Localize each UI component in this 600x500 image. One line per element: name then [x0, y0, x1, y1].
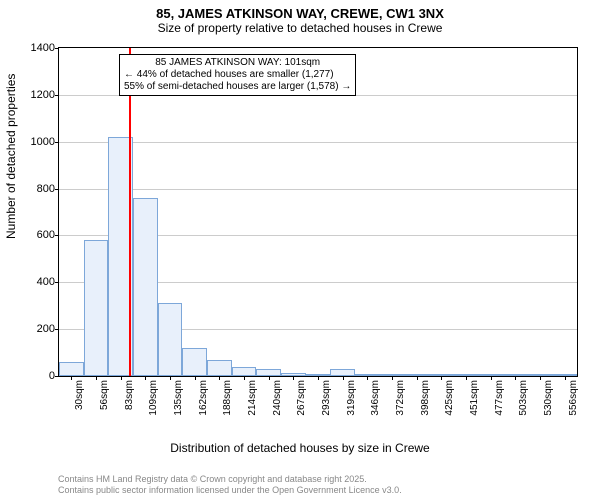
y-axis-label: Number of detached properties [4, 74, 18, 239]
x-tick-mark [417, 376, 418, 380]
x-tick-label: 240sqm [272, 380, 283, 416]
x-tick-label: 319sqm [346, 380, 357, 416]
x-tick-label: 30sqm [74, 380, 85, 410]
x-tick-label: 83sqm [124, 380, 135, 410]
plot-area: 020040060080010001200140030sqm56sqm83sqm… [58, 47, 578, 377]
histogram-bar [59, 362, 84, 376]
attribution-line1: Contains HM Land Registry data © Crown c… [58, 474, 402, 485]
x-tick-mark [343, 376, 344, 380]
attribution-text: Contains HM Land Registry data © Crown c… [58, 474, 402, 496]
annotation-box: 85 JAMES ATKINSON WAY: 101sqm ← 44% of d… [119, 54, 356, 96]
histogram-bar [182, 348, 207, 376]
x-tick-label: 372sqm [395, 380, 406, 416]
y-tick-label: 800 [37, 183, 55, 195]
x-tick-mark [565, 376, 566, 380]
y-tick-label: 1000 [31, 136, 55, 148]
x-tick-mark [515, 376, 516, 380]
histogram-bar [84, 240, 109, 376]
x-tick-label: 56sqm [99, 380, 110, 410]
x-tick-label: 267sqm [296, 380, 307, 416]
x-tick-label: 477sqm [494, 380, 505, 416]
chart-title-sub: Size of property relative to detached ho… [0, 21, 600, 39]
marker-line [129, 48, 131, 376]
chart-title-main: 85, JAMES ATKINSON WAY, CREWE, CW1 3NX [0, 0, 600, 21]
y-tick-label: 200 [37, 323, 55, 335]
chart-area: Number of detached properties 0200400600… [0, 39, 600, 439]
y-tick-label: 1200 [31, 89, 55, 101]
x-tick-label: 135sqm [173, 380, 184, 416]
x-tick-label: 530sqm [543, 380, 554, 416]
histogram-bar [158, 303, 183, 376]
x-axis-label: Distribution of detached houses by size … [0, 441, 600, 455]
x-tick-label: 398sqm [420, 380, 431, 416]
x-tick-mark [121, 376, 122, 380]
y-tick-mark [55, 95, 59, 96]
histogram-bar [133, 198, 158, 376]
y-tick-mark [55, 376, 59, 377]
y-tick-mark [55, 142, 59, 143]
attribution-line2: Contains public sector information licen… [58, 485, 402, 496]
histogram-bar [330, 369, 355, 376]
y-tick-label: 600 [37, 229, 55, 241]
annotation-line3: 55% of semi-detached houses are larger (… [124, 81, 351, 93]
annotation-line2: ← 44% of detached houses are smaller (1,… [124, 69, 351, 81]
x-tick-mark [170, 376, 171, 380]
x-tick-mark [491, 376, 492, 380]
gridline [59, 142, 577, 143]
histogram-bar [256, 369, 281, 376]
x-tick-mark [244, 376, 245, 380]
x-tick-label: 451sqm [469, 380, 480, 416]
x-tick-label: 293sqm [321, 380, 332, 416]
y-tick-label: 1400 [31, 42, 55, 54]
x-tick-mark [540, 376, 541, 380]
x-tick-label: 109sqm [148, 380, 159, 416]
x-tick-mark [367, 376, 368, 380]
x-tick-mark [392, 376, 393, 380]
x-tick-mark [219, 376, 220, 380]
y-tick-mark [55, 189, 59, 190]
y-tick-mark [55, 282, 59, 283]
x-tick-mark [145, 376, 146, 380]
y-tick-label: 400 [37, 276, 55, 288]
x-tick-label: 188sqm [222, 380, 233, 416]
histogram-bar [232, 367, 257, 376]
x-tick-mark [441, 376, 442, 380]
x-tick-label: 346sqm [370, 380, 381, 416]
y-tick-mark [55, 329, 59, 330]
x-tick-label: 425sqm [444, 380, 455, 416]
x-tick-label: 556sqm [568, 380, 579, 416]
x-tick-label: 214sqm [247, 380, 258, 416]
x-tick-label: 162sqm [198, 380, 209, 416]
gridline [59, 189, 577, 190]
x-tick-mark [71, 376, 72, 380]
x-tick-mark [96, 376, 97, 380]
y-tick-mark [55, 235, 59, 236]
x-tick-mark [466, 376, 467, 380]
x-tick-mark [293, 376, 294, 380]
x-tick-label: 503sqm [518, 380, 529, 416]
y-tick-mark [55, 48, 59, 49]
x-tick-mark [318, 376, 319, 380]
annotation-line1: 85 JAMES ATKINSON WAY: 101sqm [124, 57, 351, 69]
x-tick-mark [269, 376, 270, 380]
histogram-bar [207, 360, 232, 376]
x-tick-mark [195, 376, 196, 380]
